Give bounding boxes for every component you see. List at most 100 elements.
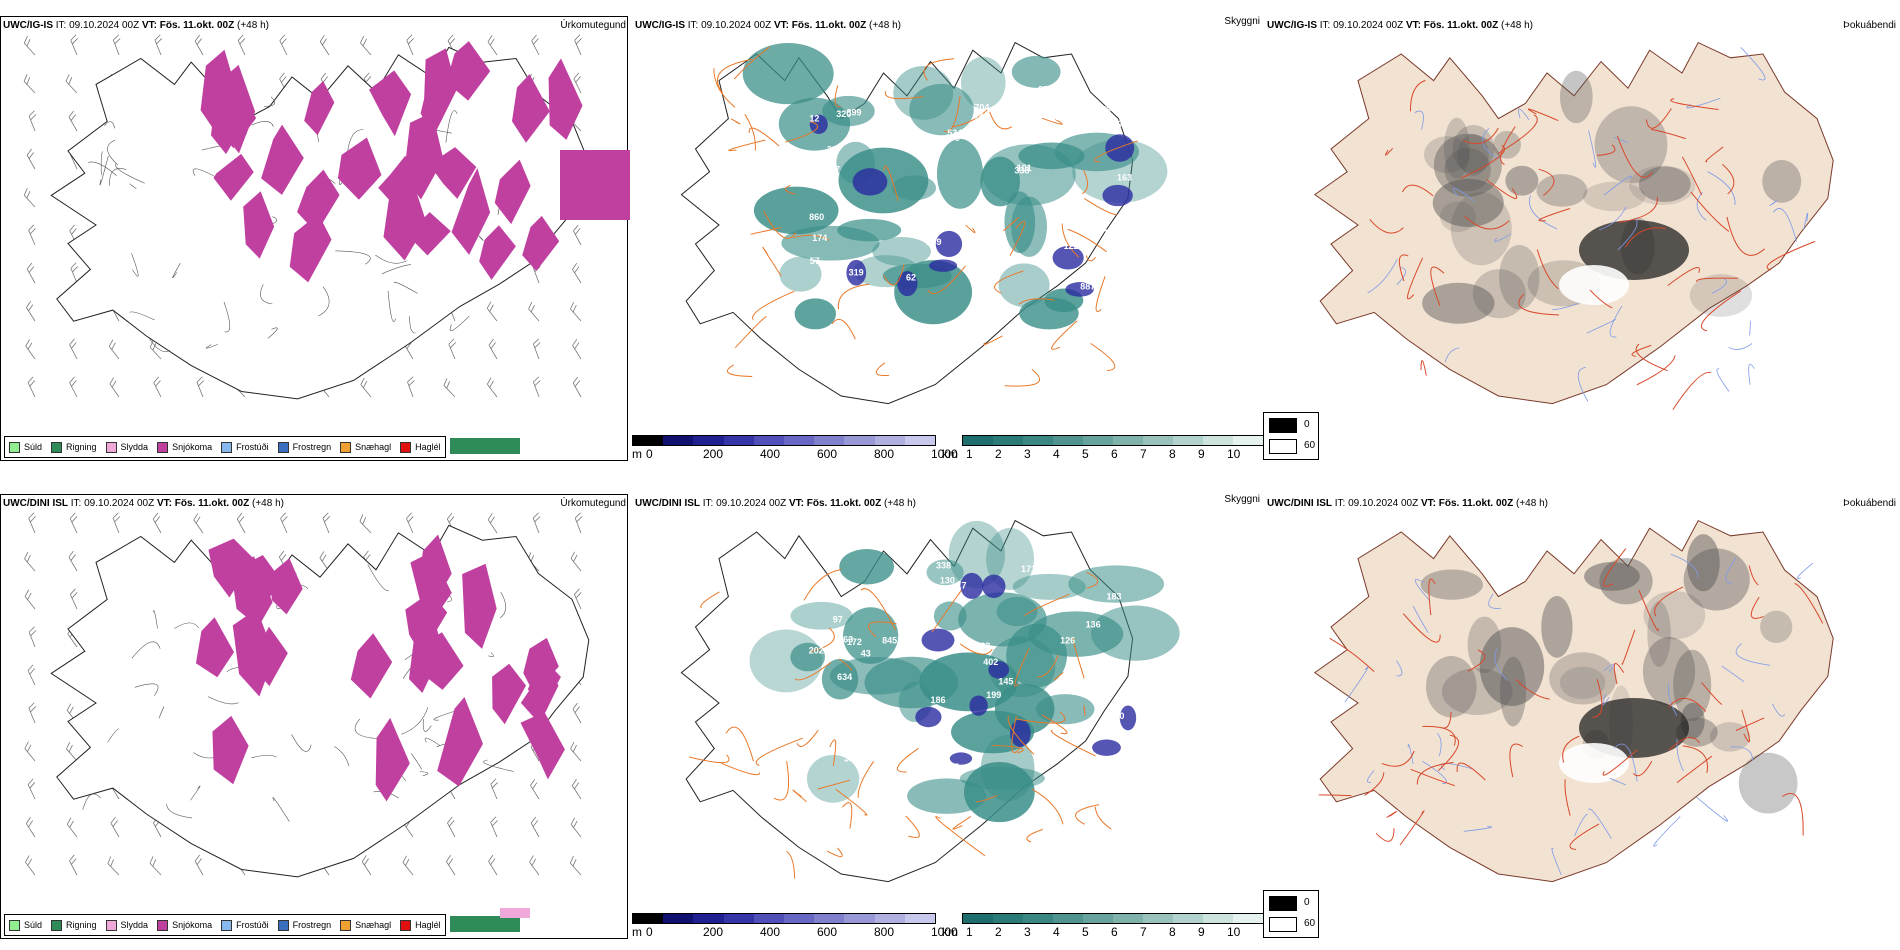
road [1318, 794, 1352, 797]
road [1031, 788, 1064, 825]
ceiling-value-label: 156 [1050, 112, 1065, 122]
wind-barb-flag [365, 554, 371, 561]
road [166, 803, 193, 819]
wind-barb [488, 338, 498, 360]
snow-area [375, 717, 410, 802]
road [803, 568, 842, 601]
wind-barb [28, 702, 37, 724]
ceiling-value-label: 163 [1117, 173, 1132, 183]
wind-barb-flag [195, 516, 201, 524]
ceiling-value-label: 186 [930, 695, 945, 705]
river [1740, 47, 1766, 81]
legend-label: Snjókoma [172, 920, 213, 930]
wind-barb-flag [152, 859, 157, 867]
legend-label: Frostregn [292, 920, 332, 930]
wind-barb-staff [360, 384, 372, 398]
wind-barb [570, 741, 582, 762]
wind-barb [490, 778, 498, 800]
road [763, 210, 797, 239]
wind-barb-staff [26, 307, 36, 322]
visibility-panel: 420 35 186 126 191 136 172 402 845 389 634 683 863 97… [632, 478, 1264, 948]
fog-area [1450, 192, 1512, 266]
river [1444, 347, 1460, 363]
wind-barb-staff [573, 594, 582, 610]
road [965, 224, 976, 234]
road [1536, 249, 1559, 290]
colorbar-cell [1113, 436, 1143, 445]
wind-barb-flag [359, 514, 364, 522]
low-ceiling-area [1092, 739, 1121, 756]
wind-barb-flag [533, 338, 540, 345]
wind-barb-flag [361, 855, 367, 862]
wind-barb-staff [24, 558, 36, 572]
wind-barb [573, 588, 582, 610]
legend-item: Snjókoma [157, 441, 212, 453]
river [1367, 258, 1398, 294]
wind-barb [569, 856, 582, 876]
wind-barb [573, 72, 582, 94]
panel-title: Þokuábendi [1843, 498, 1896, 509]
fog-area [1647, 601, 1671, 667]
wind-barb [23, 36, 36, 56]
road [1011, 715, 1021, 754]
road [1597, 144, 1616, 156]
wind-barb-flag [25, 339, 30, 347]
colorbar-tick-label: 200 [703, 925, 724, 939]
ceiling-value-label: 338 [936, 560, 951, 570]
rain-area [450, 438, 520, 454]
colorbar-cell [904, 914, 936, 923]
fog-area [1559, 666, 1606, 700]
colorbar-cell [753, 436, 785, 445]
wind-barb-flag [572, 744, 577, 753]
wind-barb-flag [574, 588, 580, 595]
wind-barb [402, 855, 414, 876]
snow-area [423, 48, 457, 133]
road [1016, 711, 1066, 724]
wind-barb-flag [69, 376, 75, 384]
legend-item: Frostúði [221, 919, 269, 931]
road [1672, 371, 1712, 410]
low-ceiling-area [921, 628, 955, 652]
colorbar-tick-label: 2 [995, 447, 1002, 461]
road [1041, 117, 1063, 125]
wind-barb [154, 34, 163, 56]
colorbar-cell [1203, 914, 1233, 923]
road-network [689, 568, 1112, 879]
colorbar-cell [1173, 436, 1203, 445]
low-ceiling-area [949, 752, 973, 765]
road [1631, 344, 1652, 357]
ceiling-colorbar [632, 913, 936, 924]
river [1667, 682, 1678, 716]
road [1083, 705, 1086, 716]
road [960, 643, 993, 655]
snow-area [437, 697, 483, 787]
wind-barb [24, 589, 36, 610]
wind-barb-flag [108, 339, 114, 347]
river [1609, 777, 1627, 786]
wind-barb-flag [321, 554, 327, 562]
wind-barb-flag [362, 38, 367, 47]
colorbar-cell [844, 914, 875, 923]
ceiling-value-label: 145 [998, 676, 1013, 686]
wind-barb-flag [28, 626, 35, 633]
panel-title: Úrkomutegund [560, 498, 626, 509]
fog-index-key: 0 60 [1263, 412, 1319, 460]
fog-area [1425, 655, 1477, 718]
wind-barb-flag [26, 39, 31, 47]
wind-barb-flag [25, 817, 31, 824]
legend-swatch [9, 919, 20, 931]
legend-label: Rigning [66, 920, 97, 930]
colorbar-tick-label: 7 [1140, 447, 1147, 461]
colorbar-tick-label: 6 [1111, 447, 1118, 461]
wind-barb-flag [406, 512, 412, 519]
colorbar-cell [633, 914, 664, 923]
wind-barb-flag [573, 554, 578, 562]
wind-barb-flag [491, 820, 498, 827]
colorbar-cell [723, 436, 754, 445]
ceiling-value-label: 17 [957, 580, 967, 590]
colorbar-tick-label: 0 [646, 925, 653, 939]
ceiling-value-label: 202 [1105, 228, 1120, 238]
legend-label: Haglél [415, 920, 441, 930]
legend-swatch [221, 919, 233, 931]
low-visibility-area [926, 559, 964, 586]
